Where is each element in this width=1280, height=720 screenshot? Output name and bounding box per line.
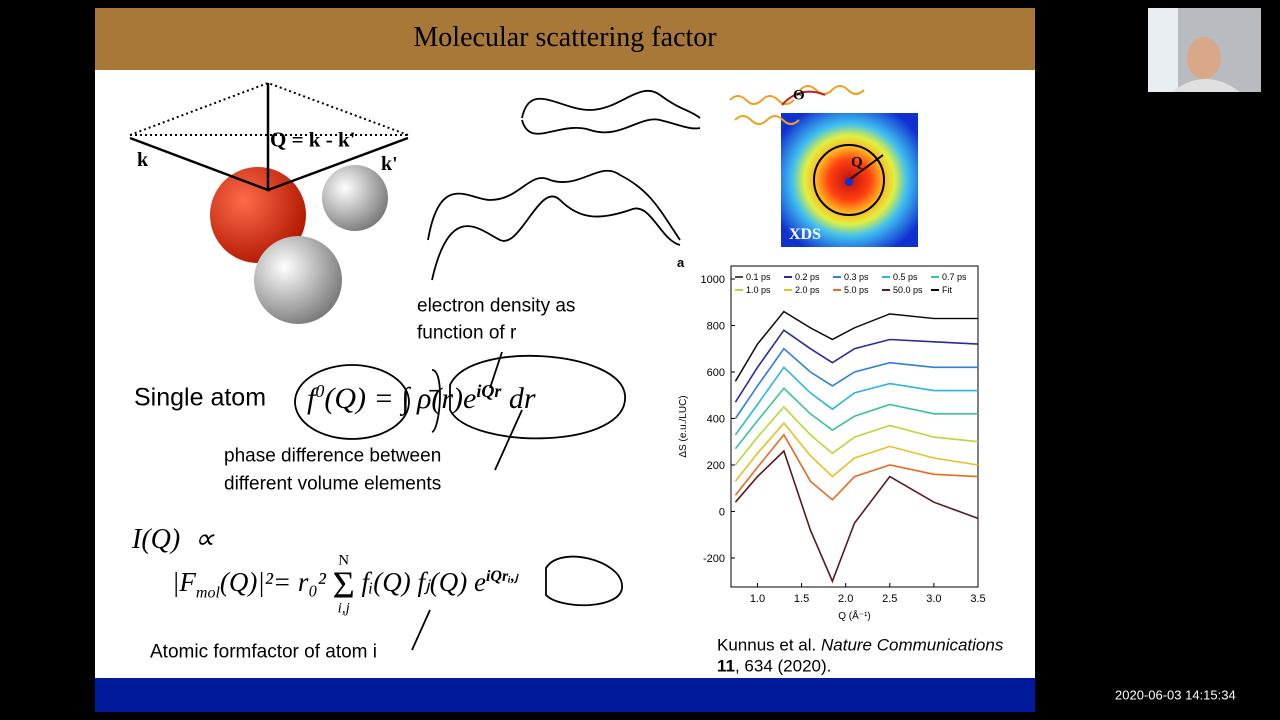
legend-label: Fit [942, 285, 952, 295]
timestamp: 2020-06-03 14:15:34 [1115, 687, 1236, 703]
q-label: Q = k - k' [270, 127, 356, 152]
legend-label: 0.2 ps [795, 272, 820, 282]
y-tick-label: 1000 [701, 274, 725, 286]
citation-journal: Nature Communications [820, 635, 1004, 655]
slide-title: Molecular scattering factor [413, 22, 717, 53]
legend-label: 0.1 ps [746, 272, 771, 282]
formula-part: mol [195, 584, 220, 602]
series-line [734, 405, 979, 466]
k-label: k [137, 149, 149, 171]
x-tick-label: 1.0 [750, 593, 765, 605]
citation-volume: 11 [717, 656, 735, 676]
formula-part: (Q) = ∫ ρ̄(r)e [324, 382, 477, 415]
legend-label: 1.0 ps [746, 285, 771, 295]
molecule [129, 81, 409, 324]
y-tick-label: 800 [707, 321, 725, 333]
y-tick-label: -200 [703, 553, 725, 565]
series-line [734, 421, 979, 482]
series-line [734, 433, 979, 501]
citation-rest: , 634 (2020). [734, 656, 832, 676]
legend-label: 0.7 ps [942, 272, 967, 282]
webcam-window [1148, 8, 1178, 92]
formula-part: dr [508, 382, 536, 415]
legend-label: 5.0 ps [844, 285, 869, 295]
title-bar [95, 8, 1035, 70]
k-prime-label: k' [381, 153, 398, 175]
x-tick-label: 2.5 [882, 593, 897, 605]
y-tick-label: 200 [707, 460, 725, 472]
formula-part: f [307, 382, 316, 415]
legend-label: 50.0 ps [893, 285, 923, 295]
x-tick-label: 3.5 [970, 593, 985, 605]
panel-label: a [677, 255, 685, 270]
plot-frame [730, 265, 979, 588]
formula-part: iQrᵢ,ⱼ [485, 568, 518, 586]
intensity-lhs: I(Q) ∝ [132, 524, 215, 555]
citation: 11, 634 (2020). [717, 658, 831, 675]
formula-part: |F [172, 567, 196, 598]
x-axis-label: Q (Å⁻¹) [838, 609, 871, 622]
formula-part: Σ [332, 563, 355, 606]
x-tick-label: 2.0 [838, 593, 853, 605]
handwriting [294, 89, 701, 651]
legend-label: 2.0 ps [795, 285, 820, 295]
legend-label: 0.5 ps [893, 272, 918, 282]
formula-part: (Q)|²= r₀² [219, 567, 326, 598]
formula-part: fᵢ(Q) fⱼ(Q) e [361, 567, 486, 598]
footer-bar [95, 678, 1035, 712]
formula-part: i,j [337, 600, 350, 617]
note: different volume elements [224, 473, 442, 495]
xds-image [729, 85, 918, 247]
webcam-face [1187, 37, 1221, 79]
formula: f0(Q) = ∫ ρ̄(r)eiQr dr [307, 382, 536, 414]
xds-q: Q [851, 154, 863, 171]
xds-label: XDS [789, 226, 822, 243]
formula-part: iQr [476, 381, 502, 401]
series-line [734, 366, 978, 436]
citation: Kunnus et al. Nature Communications [717, 637, 1003, 654]
note: Atomic formfactor of atom i [150, 641, 378, 663]
note: function of r [417, 322, 517, 344]
series-line [734, 310, 978, 382]
xds-theta: Θ [793, 87, 805, 104]
y-tick-label: 600 [707, 367, 725, 379]
y-tick-label: 400 [707, 413, 725, 425]
formula-part: N [338, 552, 350, 569]
y-tick-label: 0 [719, 506, 725, 518]
x-tick-label: 3.0 [926, 593, 941, 605]
series-line [734, 347, 978, 419]
y-axis-label: ΔS (e.u./LUC) [678, 395, 689, 457]
webcam-shirt [1172, 79, 1240, 92]
x-tick-label: 1.5 [794, 593, 809, 605]
formula-part: 0 [315, 381, 325, 401]
series-line [734, 449, 979, 584]
series-line [734, 329, 979, 403]
series-line [734, 387, 978, 450]
citation-authors: Kunnus et al. [717, 635, 817, 655]
note: electron density as [417, 295, 576, 317]
note: phase difference between [224, 445, 442, 467]
single-atom-label: Single atom [134, 383, 267, 412]
legend-label: 0.3 ps [844, 272, 869, 282]
